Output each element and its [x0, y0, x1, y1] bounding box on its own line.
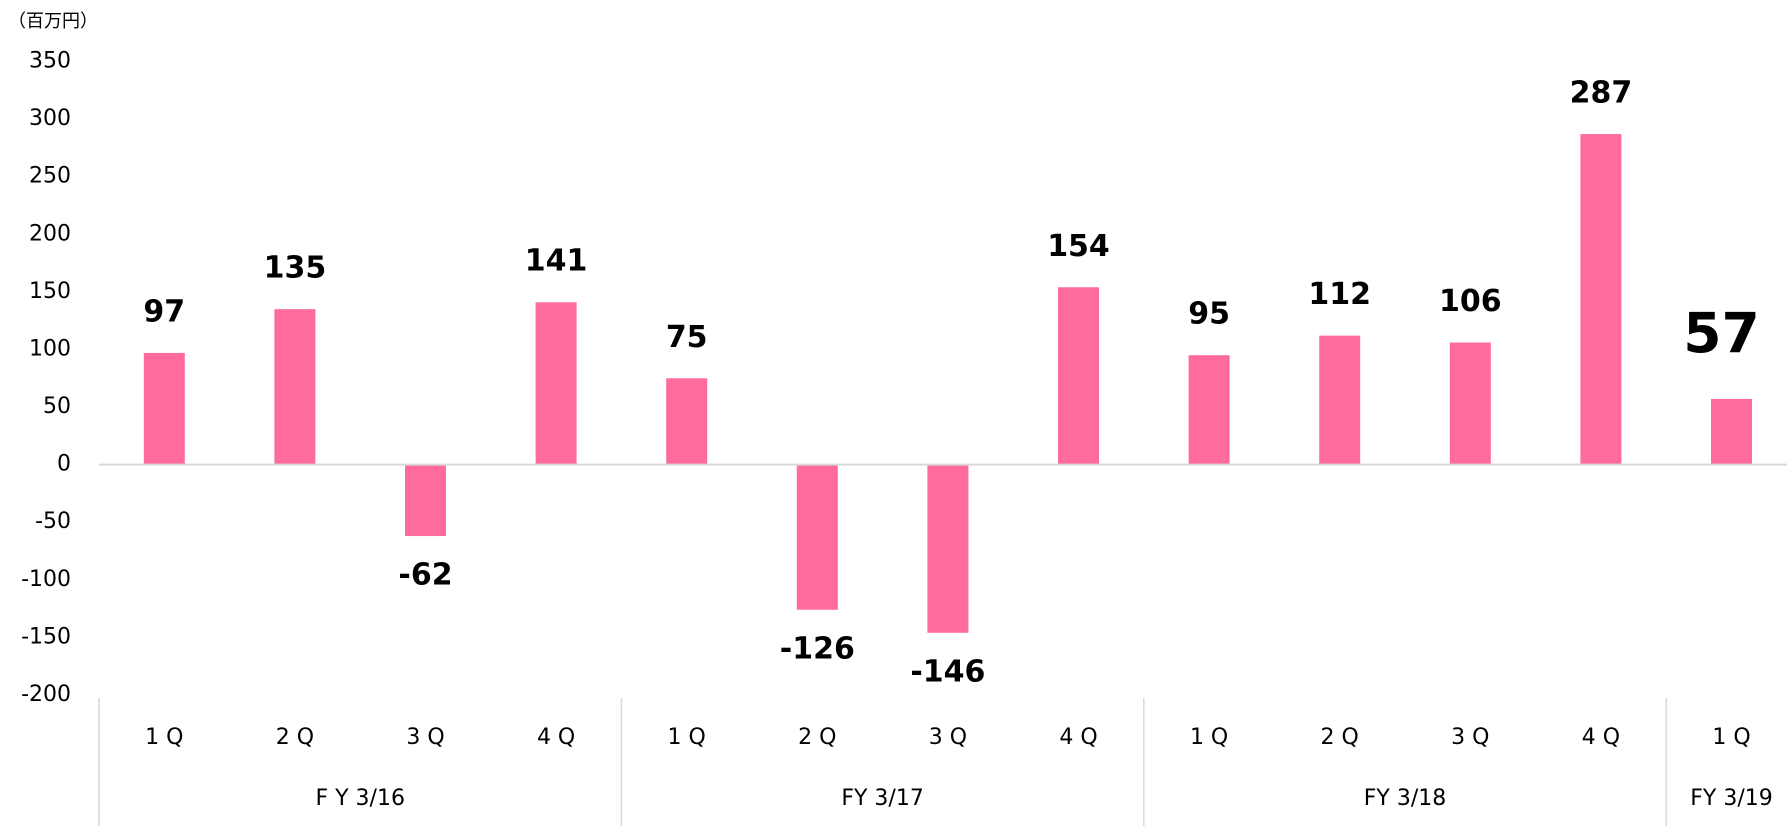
group-label: F Y 3/16 — [315, 786, 404, 811]
bar — [1449, 342, 1491, 465]
y-tick-label: -150 — [21, 624, 71, 649]
x-tick-label: 1 Q — [145, 725, 183, 750]
value-label: 75 — [666, 320, 708, 355]
x-tick-label: 4 Q — [537, 725, 575, 750]
bar — [1711, 398, 1752, 465]
y-tick-label: 0 — [57, 452, 71, 477]
value-label: 97 — [143, 294, 185, 329]
bar — [143, 352, 185, 465]
x-tick-label: 2 Q — [1321, 725, 1359, 750]
value-label: -126 — [780, 631, 855, 666]
bar — [796, 464, 838, 610]
value-label: -62 — [398, 558, 452, 593]
bar — [1319, 335, 1361, 465]
y-tick-label: -200 — [21, 682, 71, 707]
value-label: 135 — [264, 251, 327, 286]
x-tick-label: 1 Q — [1190, 725, 1228, 750]
x-tick-label: 4 Q — [1059, 725, 1097, 750]
bar — [1188, 355, 1230, 465]
value-label: -146 — [910, 654, 985, 689]
group-label: FY 3/17 — [841, 786, 924, 811]
bar — [535, 302, 577, 465]
x-tick-label: 1 Q — [1712, 725, 1750, 750]
value-label: 154 — [1047, 229, 1110, 264]
y-tick-label: 50 — [43, 394, 71, 419]
value-label: 287 — [1570, 76, 1633, 111]
y-tick-label: 100 — [29, 336, 71, 361]
y-tick-label: 200 — [29, 221, 71, 246]
bar — [666, 378, 708, 465]
group-label: FY 3/19 — [1690, 786, 1773, 811]
value-label: 141 — [525, 244, 588, 279]
x-tick-label: 3 Q — [1451, 725, 1489, 750]
value-label: 106 — [1439, 284, 1502, 319]
unit-label: （百万円） — [8, 11, 98, 32]
bar — [927, 464, 969, 633]
x-tick-label: 1 Q — [668, 725, 706, 750]
y-tick-label: 150 — [29, 279, 71, 304]
y-tick-label: -50 — [35, 509, 71, 534]
y-tick-label: 300 — [29, 106, 71, 131]
y-tick-label: 350 — [29, 49, 71, 74]
value-label: 112 — [1308, 277, 1371, 312]
x-tick-label: 4 Q — [1582, 725, 1620, 750]
bar — [1058, 287, 1099, 465]
group-label: FY 3/18 — [1364, 786, 1447, 811]
bar — [405, 464, 446, 537]
value-label: 95 — [1188, 297, 1230, 332]
value-label: 57 — [1683, 301, 1760, 365]
bar — [1580, 134, 1622, 465]
x-tick-label: 3 Q — [406, 725, 444, 750]
bar — [274, 309, 316, 465]
x-tick-label: 3 Q — [929, 725, 967, 750]
x-tick-label: 2 Q — [798, 725, 836, 750]
y-tick-label: 250 — [29, 164, 71, 189]
y-tick-label: -100 — [21, 567, 71, 592]
x-tick-label: 2 Q — [276, 725, 314, 750]
